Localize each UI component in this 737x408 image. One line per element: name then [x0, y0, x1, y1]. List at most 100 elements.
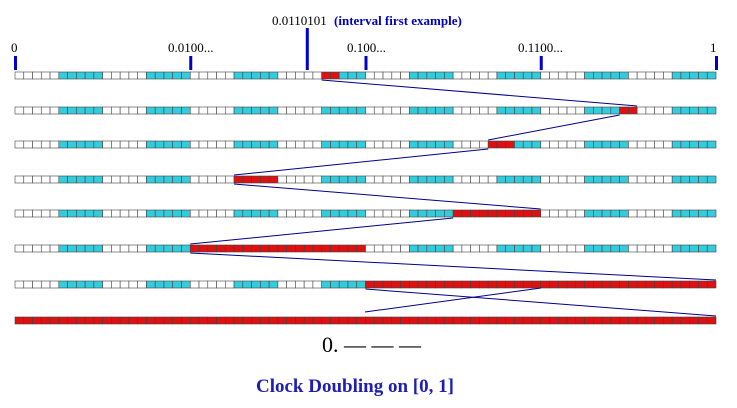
interval-cell: [216, 140, 226, 149]
interval-cell: [426, 209, 436, 218]
interval-cell: [584, 175, 594, 184]
interval-cell: [84, 140, 95, 149]
interval-cell: [566, 106, 577, 115]
interval-cell: [14, 244, 25, 253]
interval-cell: [680, 209, 691, 218]
highlight-cell: [233, 175, 244, 184]
interval-cell: [268, 106, 279, 115]
highlight-cell: [628, 106, 638, 115]
interval-cell: [522, 244, 533, 253]
interval-cell: [610, 106, 620, 115]
interval-cell: [689, 244, 699, 253]
interval-cell: [40, 175, 51, 184]
interval-cell: [601, 71, 612, 80]
interval-cell: [601, 244, 612, 253]
interval-cell: [137, 175, 147, 184]
highlight-cell: [207, 316, 217, 325]
interval-cell: [119, 209, 130, 218]
interval-cell: [531, 71, 542, 80]
interval-cell: [663, 175, 673, 184]
interval-cell: [680, 71, 691, 80]
interval-cell: [216, 280, 226, 289]
interval-cell: [119, 175, 130, 184]
interval-cell: [163, 106, 174, 115]
interval-cell: [557, 71, 568, 80]
interval-cell: [706, 175, 717, 184]
interval-cell: [409, 106, 419, 115]
interval-cell: [566, 175, 577, 184]
interval-cell: [636, 244, 647, 253]
interval-cell: [636, 140, 647, 149]
interval-cell: [373, 140, 384, 149]
highlight-cell: [225, 244, 235, 253]
highlight-cell: [119, 316, 130, 325]
interval-cell: [137, 71, 147, 80]
interval-cell: [225, 280, 235, 289]
highlight-cell: [40, 316, 51, 325]
interval-cell: [452, 106, 463, 115]
interval-cell: [522, 140, 533, 149]
interval-cell: [32, 140, 42, 149]
interval-cell: [514, 106, 524, 115]
interval-cell: [172, 209, 182, 218]
interval-cell: [444, 140, 454, 149]
interval-cell: [286, 175, 296, 184]
interval-cell: [303, 140, 314, 149]
example-tick: [305, 28, 309, 70]
interval-cell: [172, 175, 182, 184]
interval-cell: [312, 140, 322, 149]
interval-cell: [102, 106, 112, 115]
highlight-cell: [417, 316, 428, 325]
interval-cell: [496, 175, 507, 184]
interval-cell: [119, 244, 130, 253]
interval-cell: [575, 175, 585, 184]
highlight-cell: [444, 316, 454, 325]
interval-cell: [207, 209, 217, 218]
highlight-cell: [496, 140, 507, 149]
highlight-cell: [654, 280, 664, 289]
interval-cell: [671, 140, 682, 149]
interval-cell: [295, 71, 305, 80]
interval-cell: [32, 280, 42, 289]
highlight-cell: [461, 209, 471, 218]
interval-cell: [557, 209, 568, 218]
interval-cell: [137, 244, 147, 253]
interval-cell: [610, 209, 620, 218]
interval-cell: [689, 209, 699, 218]
interval-cell: [400, 175, 410, 184]
interval-cell: [706, 209, 717, 218]
interval-cell: [426, 175, 436, 184]
interval-cell: [365, 244, 375, 253]
interval-cell: [111, 71, 121, 80]
highlight-cell: [470, 280, 480, 289]
interval-cell: [487, 71, 498, 80]
interval-cell: [391, 175, 401, 184]
interval-cell: [505, 244, 515, 253]
interval-cell: [636, 106, 647, 115]
interval-cell: [49, 71, 60, 80]
interval-cell: [601, 209, 612, 218]
interval-cell: [338, 280, 349, 289]
interval-row: [14, 280, 717, 289]
interval-cell: [58, 71, 68, 80]
interval-cell: [698, 209, 708, 218]
interval-cell: [84, 280, 95, 289]
axis-labels: 0 0.0100... 0.100... 0.1100... 1: [11, 40, 717, 55]
interval-cell: [303, 175, 314, 184]
interval-cell: [277, 209, 287, 218]
interval-cell: [286, 280, 296, 289]
interval-cell: [163, 71, 174, 80]
highlight-cell: [566, 280, 577, 289]
interval-cell: [365, 175, 375, 184]
highlight-cell: [373, 316, 384, 325]
interval-cell: [32, 209, 42, 218]
interval-cell: [216, 71, 226, 80]
interval-cell: [409, 71, 419, 80]
interval-cell: [146, 209, 156, 218]
interval-cell: [698, 106, 708, 115]
interval-cell: [514, 71, 524, 80]
highlight-cell: [601, 316, 612, 325]
interval-cell: [435, 209, 445, 218]
interval-cell: [189, 209, 200, 218]
interval-cell: [321, 280, 331, 289]
